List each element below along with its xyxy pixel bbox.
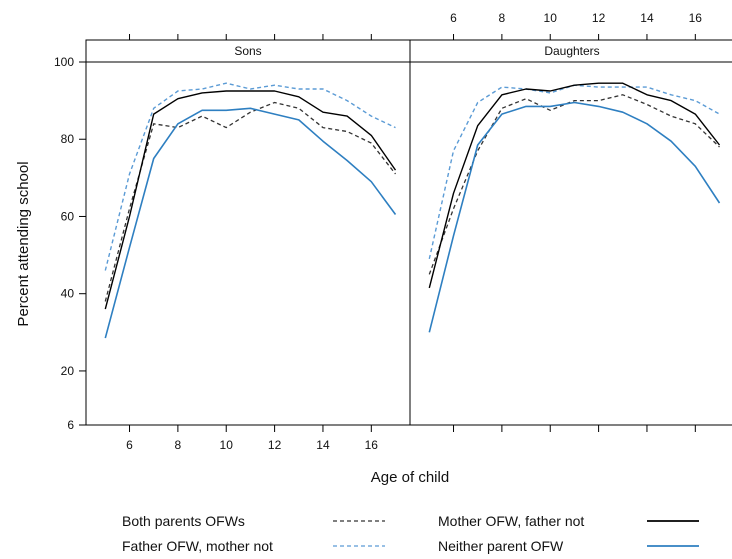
x-tick-label: 10: [220, 438, 234, 452]
y-tick-label: 40: [61, 287, 75, 301]
x-tick-label: 14: [316, 438, 330, 452]
series-line: [428, 82, 721, 289]
x-tick-label: 12: [268, 438, 282, 452]
plot-area: [409, 61, 732, 426]
series-line: [104, 90, 397, 310]
series-line: [428, 84, 720, 260]
x-tick-label: 12: [592, 11, 606, 25]
y-tick-label: 20: [61, 364, 75, 378]
panel-sons: Sons: [85, 39, 411, 426]
y-tick-label: 6: [67, 418, 74, 432]
series-line: [428, 101, 721, 333]
x-tick-label: 16: [365, 438, 379, 452]
axes-layer: 6 8 10 12 14 16 6 8 10 12 14 16 6 20 40 60 80 100: [54, 11, 702, 452]
x-tick-label: 10: [544, 11, 558, 25]
strip-label: Sons: [234, 44, 261, 58]
x-tick-label: 8: [499, 11, 506, 25]
y-tick-label: 80: [61, 132, 75, 146]
strip-label: Daughters: [544, 44, 599, 58]
x-tick-label: 6: [450, 11, 457, 25]
series-line: [104, 107, 397, 339]
series-line: [104, 101, 397, 302]
x-tick-label: 8: [175, 438, 182, 452]
panels-layer: Sons Daughters: [85, 39, 732, 426]
x-tick-label: 16: [689, 11, 703, 25]
y-tick-label: 100: [54, 55, 74, 69]
legend-label: Both parents OFWs: [122, 513, 245, 529]
legend: Both parents OFWs Father OFW, mother not M…: [122, 513, 699, 554]
legend-label: Father OFW, mother not: [122, 538, 273, 554]
y-tick-label: 60: [61, 209, 75, 223]
x-tick-label: 14: [640, 11, 654, 25]
x-tick-label: 6: [126, 438, 133, 452]
legend-label: Neither parent OFW: [438, 538, 564, 554]
y-axis-title: Percent attending school: [15, 161, 32, 326]
series-line: [104, 82, 396, 271]
legend-label: Mother OFW, father not: [438, 513, 584, 529]
x-axis-title: Age of child: [371, 469, 449, 486]
panel-daughters: Daughters: [409, 39, 732, 426]
series-line: [428, 94, 720, 275]
plot-area: [85, 61, 411, 426]
